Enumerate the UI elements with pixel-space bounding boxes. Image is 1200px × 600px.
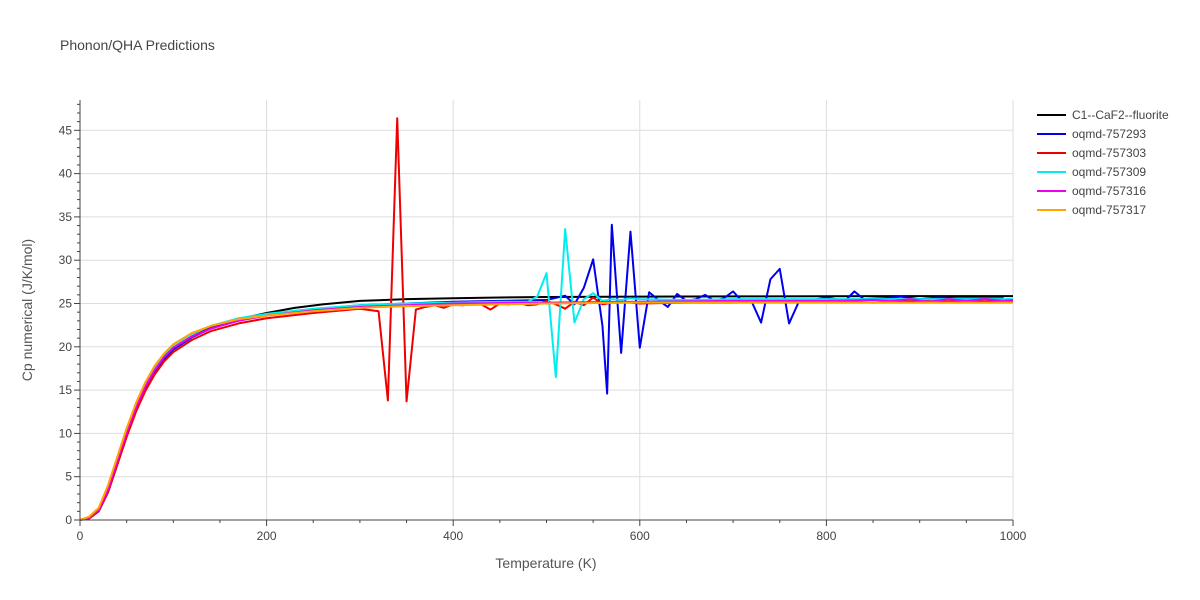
x-tick-label: 600 [630, 529, 650, 543]
series-line-oqmd-757303[interactable] [79, 117, 1014, 521]
series-line-oqmd-757317[interactable] [79, 301, 1013, 521]
y-tick-label: 10 [59, 426, 73, 440]
legend-label: oqmd-757293 [1072, 127, 1146, 141]
series-layer [79, 117, 1014, 521]
legend-label: oqmd-757317 [1072, 203, 1146, 217]
y-tick-label: 45 [59, 123, 73, 137]
y-tick-label: 30 [59, 253, 73, 267]
legend-item[interactable]: oqmd-757303 [1037, 146, 1146, 160]
x-tick-label: 800 [816, 529, 836, 543]
y-tick-label: 25 [59, 297, 73, 311]
x-tick-label: 1000 [1000, 529, 1027, 543]
x-axis-title: Temperature (K) [495, 555, 596, 571]
x-tick-label: 200 [257, 529, 277, 543]
y-tick-label: 40 [59, 167, 73, 181]
legend-item[interactable]: oqmd-757293 [1037, 127, 1146, 141]
y-axis-title: Cp numerical (J/K/mol) [19, 239, 35, 381]
axis-layer: 0 200 400 600 800 1000 0 5 10 15 20 25 30 35 40 45 [59, 100, 1027, 543]
x-tick-label: 400 [443, 529, 463, 543]
y-tick-label: 15 [59, 383, 73, 397]
y-tick-label: 35 [59, 210, 73, 224]
legend-label: oqmd-757303 [1072, 146, 1146, 160]
grid-layer [80, 100, 1014, 520]
y-tick-label: 0 [65, 513, 72, 527]
legend-item[interactable]: oqmd-757309 [1037, 165, 1146, 179]
legend-item[interactable]: oqmd-757316 [1037, 184, 1146, 198]
legend-item[interactable]: oqmd-757317 [1037, 203, 1146, 217]
series-line-oqmd-757316[interactable] [79, 298, 1014, 521]
legend-label: C1--CaF2--fluorite [1072, 108, 1169, 122]
legend-item[interactable]: C1--CaF2--fluorite [1037, 108, 1169, 122]
y-tick-label: 20 [59, 340, 73, 354]
legend[interactable]: C1--CaF2--fluorite oqmd-757293 oqmd-757303… [1037, 108, 1169, 217]
series-line-C1--CaF2--fluorite[interactable] [79, 295, 1013, 521]
x-tick-label: 0 [77, 529, 84, 543]
legend-label: oqmd-757316 [1072, 184, 1146, 198]
chart-title: Phonon/QHA Predictions [60, 37, 215, 53]
legend-label: oqmd-757309 [1072, 165, 1146, 179]
y-tick-label: 5 [65, 470, 72, 484]
series-line-oqmd-757293[interactable] [79, 223, 1004, 521]
